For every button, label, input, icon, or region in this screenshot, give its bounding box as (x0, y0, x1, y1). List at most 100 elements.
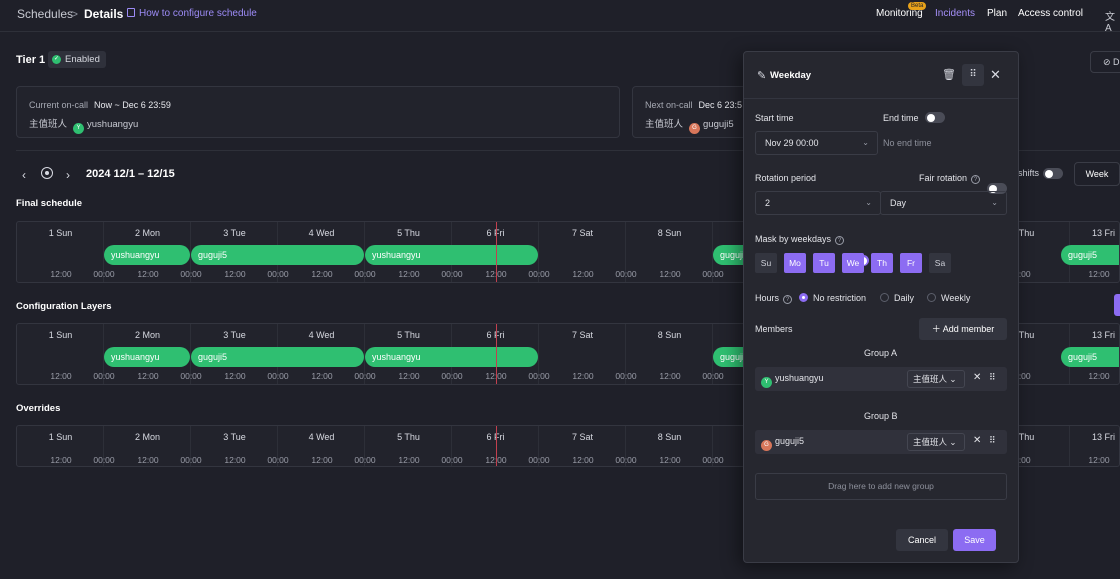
shift-bar[interactable]: guguji5 (1061, 245, 1119, 265)
day-column (278, 324, 365, 384)
day-header: 4 Wed (308, 330, 335, 340)
day-header: 1 Sun (48, 432, 73, 442)
divider (16, 150, 1120, 151)
disable-button[interactable]: ⊘ D (1090, 51, 1120, 73)
day-column (17, 324, 104, 384)
hours-option-weekly[interactable]: Weekly (927, 293, 970, 303)
nav-plan[interactable]: Plan (987, 8, 1008, 19)
time-tick: 00:00 (528, 269, 550, 279)
add-member-button[interactable]: ＋ Add member (919, 318, 1007, 340)
radio-icon (880, 293, 889, 302)
time-tick: 00:00 (93, 269, 115, 279)
time-tick: 00:00 (702, 371, 724, 381)
remove-member-icon[interactable]: ✕ (973, 435, 982, 446)
time-tick: 00:00 (615, 371, 637, 381)
shift-bar[interactable]: guguji5 (1061, 347, 1119, 367)
save-button[interactable]: Save (953, 529, 996, 551)
time-tick: 00:00 (267, 371, 289, 381)
weekday-tu[interactable]: Tu (813, 253, 835, 273)
delete-trash-icon[interactable]: 🗑 (942, 69, 956, 81)
status-label: Enabled (65, 54, 100, 65)
shift-bar[interactable]: yushuangyu (365, 245, 538, 265)
weekday-sa[interactable]: Sa (929, 253, 951, 273)
shift-bar[interactable]: yushuangyu (104, 347, 190, 367)
help-icon[interactable]: ? (783, 295, 793, 304)
week-select[interactable]: Week (1074, 162, 1120, 186)
close-icon[interactable]: ✕ (990, 67, 1001, 82)
time-tick: 12:00 (50, 455, 72, 465)
nav-monitoring[interactable]: Monitoring (876, 8, 923, 19)
status-badge: ✓ Enabled (48, 51, 106, 68)
member-role-select[interactable]: 主值班人 ⌄ (907, 370, 965, 388)
start-time-picker[interactable]: Nov 29 00:00 ⌄ (755, 131, 878, 155)
fair-rotation-toggle[interactable] (987, 183, 1007, 194)
day-column (452, 426, 539, 466)
chevron-down-icon: ⌄ (865, 198, 872, 207)
time-tick: 12:00 (137, 455, 159, 465)
day-header: 8 Sun (657, 432, 682, 442)
day-header: 13 Fri (1091, 228, 1115, 238)
shifts-toggle[interactable] (1043, 168, 1063, 179)
avatar: Y (73, 123, 85, 134)
member-role-select[interactable]: 主值班人 ⌄ (907, 433, 965, 451)
prev-range-icon[interactable]: ‹ (22, 168, 26, 182)
drag-handle-icon[interactable]: ⠿ (989, 435, 996, 445)
day-header: 7 Sat (571, 330, 593, 340)
shift-bar[interactable]: guguji5 (191, 245, 364, 265)
current-oncall-range: Now ~ Dec 6 23:59 (94, 100, 171, 110)
shift-bar[interactable]: guguji5 (191, 347, 364, 367)
weekday-su[interactable]: Su (755, 253, 777, 273)
new-group-drop-zone[interactable]: Drag here to add new group (755, 473, 1007, 500)
day-header: 5 Thu (397, 228, 420, 238)
beta-badge: Beta (908, 2, 927, 10)
end-time-label: End time (883, 113, 919, 123)
hours-option-no-restriction[interactable]: No restriction (799, 293, 866, 303)
fair-rotation-label: Fair rotation? (919, 173, 981, 184)
weekday-mo[interactable]: Mo (784, 253, 806, 273)
nav-access-control[interactable]: Access control (1018, 8, 1084, 19)
avatar: Y (761, 377, 772, 388)
next-range-icon[interactable]: › (66, 168, 70, 182)
weekday-th[interactable]: Th (871, 253, 893, 273)
rotation-unit-select[interactable]: Day ⌄ (880, 191, 1007, 215)
translate-icon[interactable]: 文A (1105, 12, 1115, 34)
shift-bar[interactable]: yushuangyu (365, 347, 538, 367)
day-column (539, 222, 626, 282)
day-header: 13 Fri (1091, 432, 1115, 442)
rotation-count-select[interactable]: 2 ⌄ (755, 191, 881, 215)
radio-icon (927, 293, 936, 302)
time-tick: 12:00 (50, 371, 72, 381)
remove-member-icon[interactable]: ✕ (973, 372, 982, 383)
time-tick: 12:00 (137, 269, 159, 279)
day-column (104, 222, 191, 282)
doc-link[interactable]: How to configure schedule (127, 8, 257, 19)
check-icon: ✓ (52, 55, 61, 64)
member-name: yushuangyu (775, 373, 824, 383)
rotation-count-value: 2 (765, 198, 771, 208)
current-time-line (496, 222, 497, 282)
weekday-fr[interactable]: Fr (900, 253, 922, 273)
cancel-button[interactable]: Cancel (896, 529, 948, 551)
day-header: Thu (1018, 330, 1035, 340)
current-time-line (496, 426, 497, 466)
end-time-value: No end time (883, 138, 932, 148)
breadcrumb-schedules[interactable]: Schedules (17, 7, 74, 21)
shift-bar[interactable]: yushuangyu (104, 245, 190, 265)
time-tick: 12:00 (1088, 455, 1110, 465)
weekday-we[interactable]: We (842, 253, 864, 273)
drag-handle-icon[interactable]: ⠿ (989, 372, 996, 382)
member-role-value: 主值班人 (913, 374, 948, 384)
radio-selected-icon (799, 293, 808, 302)
help-icon[interactable]: ? (835, 236, 845, 245)
end-time-toggle[interactable] (925, 112, 945, 123)
drag-handle-icon[interactable]: ⠿ (962, 64, 984, 86)
help-icon[interactable]: ? (971, 175, 981, 184)
hours-option-daily[interactable]: Daily (880, 293, 914, 303)
layer-tab-handle[interactable] (1114, 294, 1120, 316)
today-target-icon[interactable] (41, 167, 53, 179)
nav-incidents[interactable]: Incidents (935, 8, 976, 19)
day-column (626, 426, 713, 466)
day-column (278, 222, 365, 282)
